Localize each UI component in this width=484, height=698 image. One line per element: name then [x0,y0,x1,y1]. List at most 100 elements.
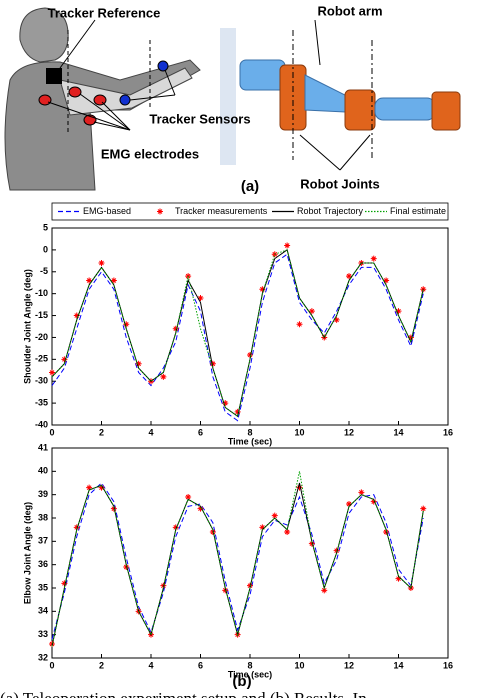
x-tick-label: 6 [198,427,203,437]
tracker-marker [172,524,179,531]
tracker-marker [296,321,303,328]
y-tick-label: -40 [35,419,48,429]
tracker-marker [383,529,390,535]
y-tick-label: 35 [38,582,48,592]
tracker-marker [209,360,216,367]
tracker-marker [73,312,80,319]
x-tick-label: 12 [344,427,354,437]
x-tick-label: 6 [198,660,203,670]
y-tick-label: 40 [38,466,48,476]
tracker-marker [61,580,68,587]
series-line [51,253,424,422]
label-tracker-reference: Tracker Reference [48,5,161,20]
tracker-cube [46,68,62,84]
tracker-marker [284,242,291,249]
x-tick-label: 2 [99,660,104,670]
x-tick-label: 8 [247,660,252,670]
x-tick-label: 16 [443,427,453,437]
tracker-marker [86,484,93,491]
robot-illustration [220,19,461,171]
tracker-marker [271,512,278,519]
y-tick-label: -25 [35,354,48,364]
x-tick-label: 12 [344,660,354,670]
series-line [51,482,424,640]
y-tick-label: 33 [38,629,48,639]
x-tick-label: 0 [49,427,54,437]
y-tick-label: 38 [38,512,48,522]
tracker-marker [346,501,352,507]
tracker-marker [259,524,266,531]
tracker-marker [49,369,55,376]
tracker-marker [308,308,315,315]
legend-marker [157,208,163,215]
x-axis-label: Time (sec) [228,436,272,446]
x-tick-label: 10 [294,660,304,670]
tracker-marker [123,564,130,570]
tracker-marker [86,277,93,284]
tracker-marker [197,295,204,302]
y-axis-label: Elbow Joint Angle (deg) [22,502,32,604]
tracker-marker [370,255,377,262]
y-tick-label: 0 [43,244,48,254]
tracker-marker [358,489,365,496]
tracker-marker [61,356,68,363]
tracker-marker [296,484,303,491]
tracker-marker [407,334,414,341]
tracker-marker [333,547,340,554]
x-tick-label: 14 [393,427,403,437]
y-tick-label: 39 [38,489,48,499]
tracker-marker [222,400,229,407]
series-line [51,471,424,647]
series-line [51,482,424,647]
y-tick-label: -35 [35,397,48,407]
tracker-marker [110,277,117,284]
tracker-marker [383,277,390,284]
tracker-marker [321,587,328,594]
x-tick-label: 0 [49,660,54,670]
tracker-marker [197,505,204,512]
y-tick-label: -10 [35,288,48,298]
y-tick-label: -5 [40,266,48,276]
tracker-marker [346,273,352,280]
tracker-marker [395,575,402,582]
y-tick-label: 41 [38,442,48,452]
tracker-marker [284,529,291,535]
y-tick-label: 36 [38,559,48,569]
y-tick-label: 32 [38,652,48,662]
y-tick-label: 37 [38,536,48,546]
x-tick-label: 14 [393,660,403,670]
tracker-marker [98,260,105,267]
caption: (a) Teleoperation experiment setup and (… [0,689,367,698]
x-tick-label: 4 [148,427,153,437]
plot-frame [51,447,449,659]
tracker-marker [420,505,427,512]
series-line [51,249,424,418]
x-tick-label: 4 [148,660,153,670]
tracker-marker [135,360,142,367]
y-tick-label: 34 [38,606,48,616]
legend-label: Final estimate [390,206,446,216]
tracker-marker [333,316,340,323]
x-tick-label: 8 [247,427,252,437]
tracker-marker [234,408,241,415]
legend-label: EMG-based [83,206,131,216]
x-tick-label: 2 [99,427,104,437]
y-axis-label: Shoulder Joint Angle (deg) [22,269,32,384]
legend-label: Tracker measurements [175,206,268,216]
label-robot-joints: Robot Joints [300,176,379,191]
tracker-marker [172,325,179,332]
panel-b-label: (b) [232,673,251,690]
label-emg-electrodes: EMG electrodes [101,146,199,161]
tracker-marker [160,373,167,380]
tracker-marker [73,524,80,531]
x-axis-label: Time (sec) [228,669,272,679]
legend-box [51,202,449,221]
legend-label: Robot Trajectory [297,206,364,216]
label-tracker-sensors: Tracker Sensors [149,111,250,126]
tracker-marker [247,351,253,358]
tracker-marker [395,308,402,315]
x-tick-label: 16 [443,660,453,670]
tracker-marker [98,484,105,491]
x-tick-label: 10 [294,427,304,437]
